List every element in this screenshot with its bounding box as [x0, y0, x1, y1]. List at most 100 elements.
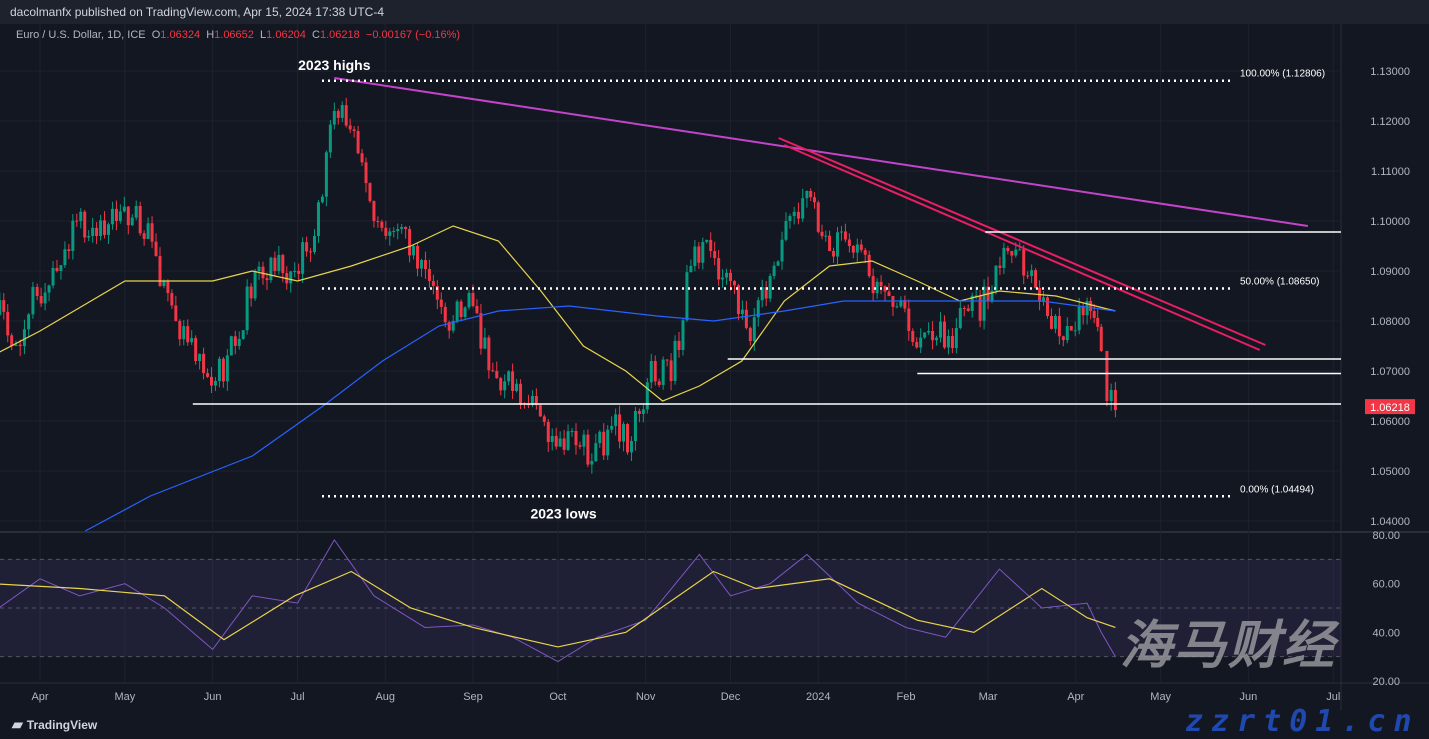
- candle-body: [519, 383, 523, 404]
- candle-body: [602, 431, 606, 456]
- candle-body: [1099, 326, 1103, 351]
- candle-body: [693, 246, 697, 266]
- candle-body: [903, 300, 907, 309]
- candle-body: [344, 105, 348, 126]
- candle-body: [586, 434, 590, 465]
- price-tick-label: 1.08000: [1370, 316, 1410, 328]
- candle-body: [954, 328, 958, 349]
- rsi-tick-label: 20.00: [1372, 676, 1400, 688]
- candle-body: [994, 265, 998, 291]
- candle-body: [154, 241, 158, 256]
- candle-body: [875, 281, 879, 294]
- candle-body: [277, 254, 281, 271]
- candle-body: [792, 211, 796, 216]
- candle-body: [316, 202, 320, 236]
- candle-body: [368, 183, 372, 202]
- candle-body: [863, 250, 867, 255]
- candle-body: [701, 242, 705, 263]
- candle-body: [673, 340, 677, 381]
- candle-body: [780, 239, 784, 262]
- candle-body: [705, 239, 709, 243]
- candle-body: [75, 220, 79, 222]
- candle-body: [835, 232, 839, 257]
- candle-body: [332, 111, 336, 125]
- fib-level-label: 50.00% (1.08650): [1240, 277, 1320, 288]
- candle-body: [376, 221, 380, 222]
- candle-body: [618, 414, 622, 442]
- candle-body: [257, 266, 261, 271]
- candle-body: [515, 383, 519, 391]
- candle-body: [574, 431, 578, 446]
- candle-body: [809, 191, 813, 198]
- low-value: 1.06204: [266, 29, 306, 41]
- candle-body: [328, 124, 332, 153]
- candle-body: [855, 244, 859, 253]
- chart-annotation: 2023 lows: [530, 506, 596, 522]
- time-tick-label: Nov: [636, 691, 656, 703]
- candle-body: [847, 239, 851, 246]
- candle-body: [538, 405, 542, 417]
- open-value: 1.06324: [160, 29, 201, 41]
- candle-body: [622, 424, 626, 442]
- candle-body: [1022, 249, 1026, 276]
- candle-body: [895, 306, 899, 308]
- candle-body: [340, 105, 344, 118]
- candle-body: [950, 336, 954, 349]
- candle-body: [744, 309, 748, 328]
- candle-body: [245, 286, 249, 331]
- candle-body: [1096, 317, 1100, 327]
- candle-body: [412, 246, 416, 256]
- candle-body: [499, 378, 503, 391]
- candle-body: [899, 300, 903, 307]
- candle-body: [217, 358, 221, 381]
- candle-body: [1113, 389, 1117, 411]
- rsi-band: [0, 559, 1341, 657]
- candle-body: [919, 337, 923, 348]
- time-tick-label: Oct: [549, 691, 566, 703]
- candle-body: [768, 276, 772, 299]
- symbol-label: Euro / U.S. Dollar, 1D, ICE: [16, 29, 146, 41]
- candle-body: [443, 306, 447, 323]
- candle-body: [752, 317, 756, 341]
- candle-body: [598, 431, 602, 444]
- candle-body: [253, 271, 257, 299]
- time-tick-label: Mar: [979, 691, 998, 703]
- candle-body: [134, 206, 138, 218]
- candle-body: [451, 321, 455, 331]
- candle-body: [582, 434, 586, 447]
- candle-body: [1026, 275, 1030, 277]
- candle-body: [649, 361, 653, 383]
- rsi-tick-label: 60.00: [1372, 579, 1400, 591]
- candle-body: [162, 281, 166, 286]
- candle-body: [697, 246, 701, 263]
- candle-body: [721, 277, 725, 280]
- rsi-line: [0, 538, 1116, 663]
- time-tick-label: Jun: [204, 691, 222, 703]
- candle-body: [661, 359, 665, 385]
- low-label: L: [260, 29, 267, 41]
- watermark-url-text: zzrt01.cn: [1185, 704, 1420, 739]
- candle-body: [360, 153, 364, 163]
- candle-body: [962, 307, 966, 309]
- tradingview-logo: ▰ TradingView: [12, 716, 97, 733]
- candle-body: [182, 326, 186, 340]
- candle-body: [1053, 315, 1057, 329]
- candle-body: [1018, 249, 1022, 251]
- candle-body: [614, 414, 618, 426]
- candle-body: [463, 307, 467, 318]
- candle-body: [1034, 270, 1038, 288]
- candle-body: [10, 335, 14, 346]
- candle-body: [677, 340, 681, 350]
- candle-body: [408, 229, 412, 256]
- rsi-tick-label: 80.00: [1372, 530, 1400, 542]
- candle-body: [626, 424, 630, 453]
- candle-body: [1049, 316, 1053, 329]
- candle-body: [907, 308, 911, 331]
- candle-body: [1081, 306, 1085, 316]
- candle-body: [942, 321, 946, 348]
- time-tick-label: Jun: [1240, 691, 1258, 703]
- candle-body: [606, 429, 610, 456]
- candle-body: [269, 257, 273, 281]
- candle-body: [380, 221, 384, 228]
